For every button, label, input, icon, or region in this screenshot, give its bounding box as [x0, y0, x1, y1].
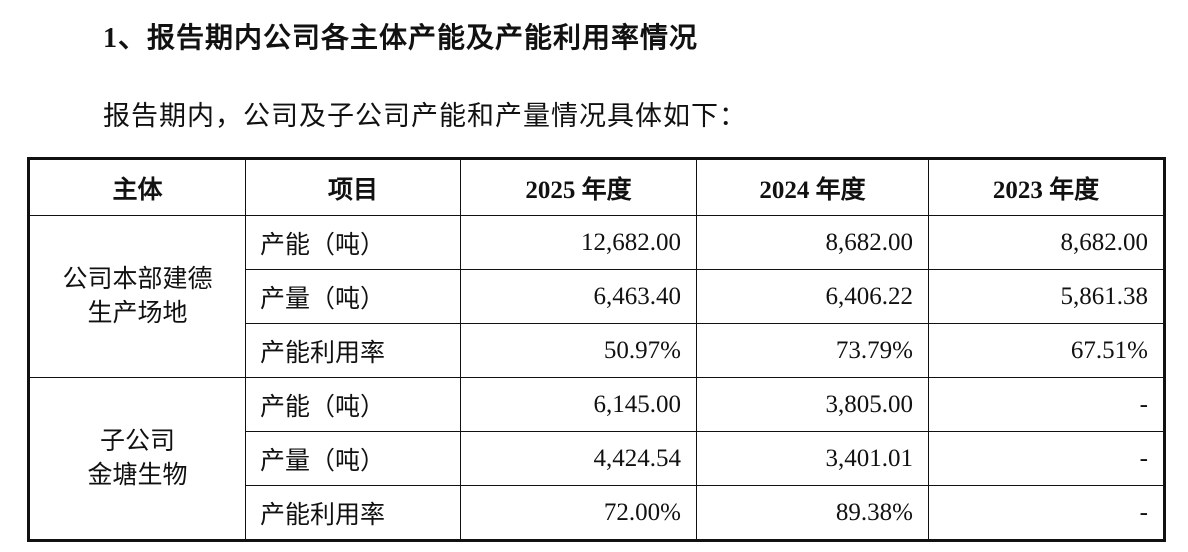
capacity-table: 主体 项目 2025 年度 2024 年度 2023 年度 公司本部建德 生产场地 产能（吨）…	[27, 157, 1166, 542]
header-cell: 项目	[245, 158, 461, 216]
entity-line: 生产场地	[87, 299, 188, 327]
heading: 1、报告期内公司各主体产能及产能利用率情况	[103, 23, 699, 54]
value-cell: 3,805.00	[696, 377, 929, 432]
entity-line: 子公司	[99, 427, 175, 455]
entity-cell: 公司本部建德 生产场地	[28, 215, 246, 378]
header-cell: 2023 年度	[928, 158, 1165, 216]
table-row: 公司本部建德 生产场地 产能（吨） 12,682.00 8,682.00 8,682.00	[28, 215, 1165, 378]
table-row: 子公司 金塘生物 产能（吨） 6,145.00 3,805.00-	[28, 377, 1165, 541]
header-cell: 2024 年度	[696, 158, 929, 216]
item-cell: 产量（吨）	[245, 269, 461, 324]
value-cell: 3,401.01	[696, 431, 929, 486]
item-cell: 产能利用率	[245, 323, 461, 378]
value-cell: 8,682.00	[928, 215, 1165, 270]
entity-cell: 子公司 金塘生物	[28, 377, 246, 541]
value-cell: 4,424.54	[460, 431, 697, 486]
value-cell: 72.00%	[460, 485, 697, 541]
entity-line: 金塘生物	[87, 461, 188, 489]
entity-line: 公司本部建德	[62, 265, 213, 293]
header-row: 主体 项目 2025 年度 2024 年度 2023 年度	[28, 158, 1165, 216]
value-cell: -	[928, 485, 1165, 541]
value-cell: 67.51%	[928, 323, 1165, 378]
value-cell: -	[928, 431, 1165, 486]
value-cell: 6,463.40	[460, 269, 697, 324]
value-cell: 12,682.00	[460, 215, 697, 270]
intro-text: 报告期内，公司及子公司产能和产量情况具体如下：	[103, 101, 747, 131]
value-cell: 73.79%	[696, 323, 929, 378]
item-cell: 产能利用率	[245, 485, 461, 541]
item-cell: 产量（吨）	[245, 431, 461, 486]
table-row: 产能利用率 72.00% 89.38% -	[29, 485, 1165, 541]
value-cell: 50.97%	[460, 323, 697, 378]
value-cell: 6,406.22	[696, 269, 929, 324]
header-cell: 2025 年度	[460, 158, 697, 216]
value-cell: 89.38%	[696, 485, 929, 541]
header-cell: 主体	[28, 158, 246, 216]
table-row: 产量（吨） 4,424.54 3,401.01-	[29, 431, 1165, 486]
value-cell: 6,145.00	[460, 377, 697, 432]
item-cell: 产能（吨）	[245, 377, 461, 432]
value-cell: -	[928, 377, 1165, 432]
item-cell: 产能（吨）	[245, 215, 461, 270]
value-cell: 5,861.38	[928, 269, 1165, 324]
value-cell: 8,682.00	[696, 215, 929, 270]
